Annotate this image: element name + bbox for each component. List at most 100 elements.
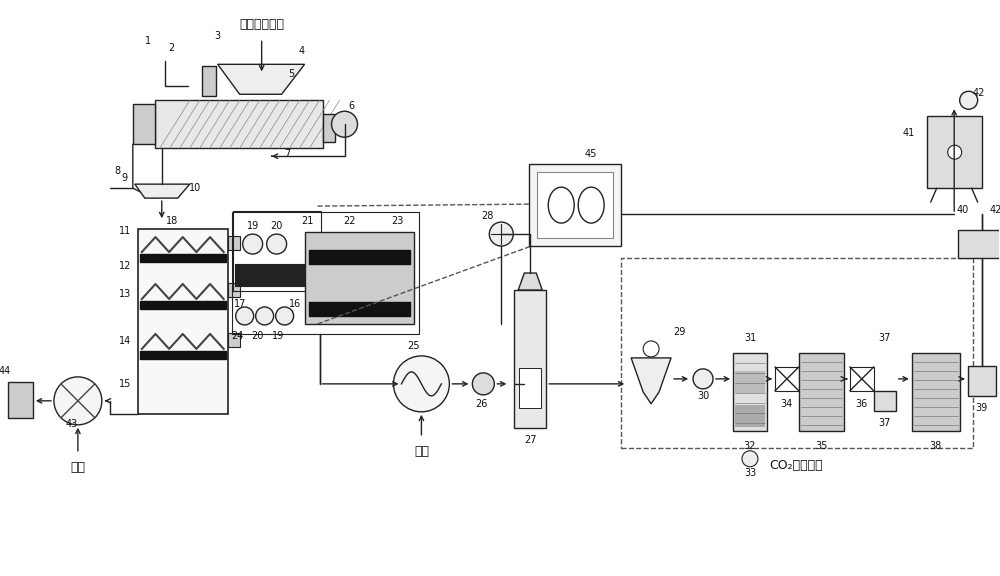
Bar — [968, 366, 996, 396]
Text: 17: 17 — [233, 299, 246, 309]
Bar — [228, 283, 240, 297]
Text: 20: 20 — [251, 331, 264, 341]
Text: 32: 32 — [744, 441, 756, 451]
Bar — [133, 104, 155, 144]
Bar — [323, 114, 335, 142]
Text: 24: 24 — [231, 331, 244, 341]
Bar — [775, 367, 799, 391]
Polygon shape — [218, 65, 305, 94]
Text: 43: 43 — [66, 419, 78, 429]
Bar — [874, 391, 896, 411]
Bar — [799, 353, 844, 431]
Text: 18: 18 — [166, 216, 178, 226]
Text: 30: 30 — [697, 391, 709, 401]
Polygon shape — [518, 273, 542, 290]
Text: 1: 1 — [145, 36, 151, 46]
Bar — [912, 353, 960, 431]
Text: 34: 34 — [781, 399, 793, 409]
Bar — [140, 301, 226, 309]
Text: 38: 38 — [930, 441, 942, 451]
Text: 12: 12 — [119, 261, 131, 271]
Circle shape — [276, 307, 294, 325]
Bar — [235, 264, 315, 286]
Text: 22: 22 — [343, 216, 356, 226]
Circle shape — [256, 307, 274, 325]
Text: 42: 42 — [972, 88, 985, 98]
Bar — [850, 367, 874, 391]
Text: 39: 39 — [976, 403, 988, 413]
Text: 28: 28 — [481, 211, 494, 221]
Text: 44: 44 — [0, 366, 11, 376]
Text: 10: 10 — [189, 183, 201, 193]
Bar — [529, 164, 621, 246]
Text: 25: 25 — [407, 341, 420, 351]
Text: 空气: 空气 — [414, 445, 429, 458]
Circle shape — [489, 222, 513, 246]
Bar — [140, 254, 226, 262]
Bar — [140, 351, 226, 359]
Text: 7: 7 — [284, 149, 291, 159]
Bar — [309, 250, 410, 264]
Polygon shape — [135, 184, 190, 198]
Bar — [735, 371, 765, 393]
Text: 2: 2 — [169, 43, 175, 54]
Text: 13: 13 — [119, 289, 131, 299]
Bar — [228, 333, 240, 347]
Text: 19: 19 — [271, 331, 284, 341]
Bar — [228, 236, 240, 250]
Text: 45: 45 — [585, 149, 597, 159]
Text: 26: 26 — [475, 399, 488, 409]
Polygon shape — [631, 358, 671, 404]
Bar — [519, 368, 541, 408]
Bar — [8, 382, 33, 418]
Circle shape — [742, 451, 758, 467]
Text: 41: 41 — [903, 128, 915, 138]
Bar — [309, 302, 410, 316]
Text: 33: 33 — [744, 468, 756, 478]
Text: 27: 27 — [524, 435, 537, 445]
Text: 23: 23 — [391, 216, 404, 226]
Text: 20: 20 — [270, 221, 283, 231]
Bar — [958, 230, 1000, 258]
Text: 15: 15 — [119, 379, 131, 389]
Circle shape — [332, 111, 358, 137]
Text: 空气: 空气 — [70, 461, 85, 474]
Circle shape — [693, 369, 713, 389]
Circle shape — [960, 91, 978, 109]
Bar — [155, 100, 323, 148]
Bar — [927, 116, 982, 188]
Text: 19: 19 — [247, 221, 259, 231]
Circle shape — [267, 234, 287, 254]
Circle shape — [54, 377, 102, 425]
Bar — [202, 66, 216, 96]
Text: 14: 14 — [119, 336, 131, 346]
Bar — [232, 212, 419, 334]
Text: 5: 5 — [288, 69, 295, 79]
Text: 37: 37 — [879, 333, 891, 343]
Circle shape — [236, 307, 254, 325]
Text: 29: 29 — [673, 327, 685, 337]
Text: 3: 3 — [215, 31, 221, 41]
Text: 40: 40 — [957, 205, 969, 215]
Text: 31: 31 — [744, 333, 756, 343]
Text: 6: 6 — [348, 101, 355, 111]
Bar — [733, 353, 767, 431]
Text: 9: 9 — [122, 173, 128, 183]
Circle shape — [948, 145, 962, 159]
Text: CO₂捕集系统: CO₂捕集系统 — [769, 459, 823, 472]
Text: 11: 11 — [119, 226, 131, 236]
Bar — [537, 172, 613, 238]
Text: 4: 4 — [299, 46, 305, 56]
Text: 工业可燃垃圾: 工业可燃垃圾 — [239, 18, 284, 31]
Text: 42: 42 — [989, 205, 1000, 215]
Text: 16: 16 — [288, 299, 301, 309]
Bar — [233, 211, 321, 291]
Text: 35: 35 — [815, 441, 828, 451]
Circle shape — [393, 356, 449, 412]
Ellipse shape — [548, 187, 574, 223]
Bar — [305, 232, 414, 324]
Circle shape — [472, 373, 494, 395]
Bar — [138, 229, 228, 414]
Bar — [735, 405, 765, 427]
Text: 21: 21 — [301, 216, 314, 226]
